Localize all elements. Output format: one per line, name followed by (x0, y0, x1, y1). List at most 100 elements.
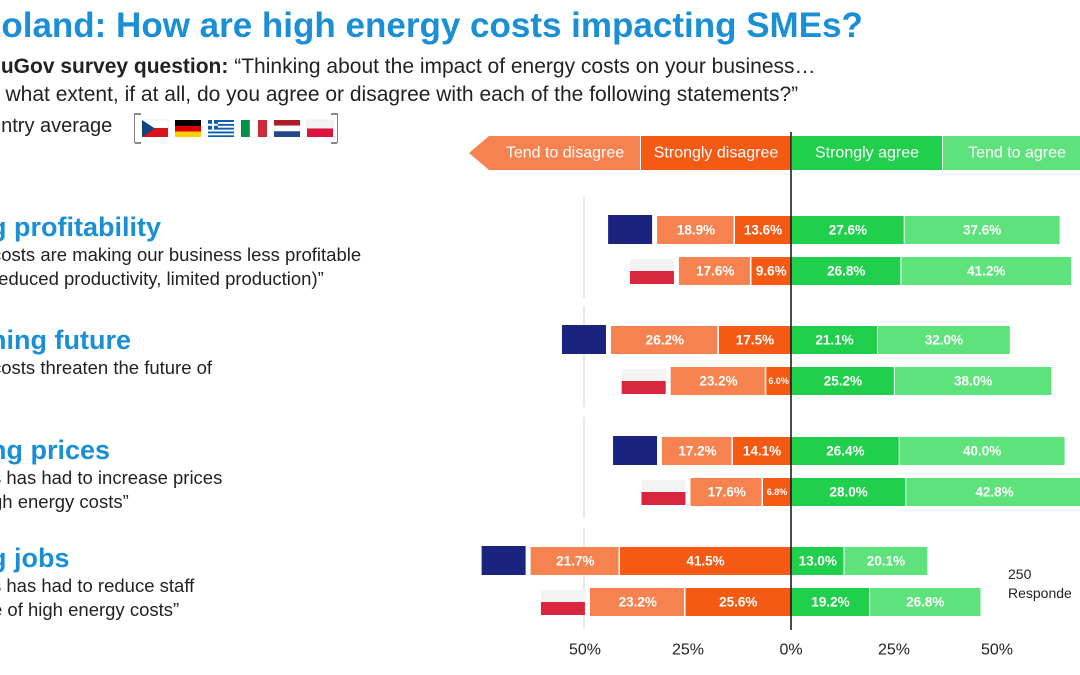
data-label-strongly-disagree: 25.6% (719, 595, 757, 610)
data-label-strongly-agree: 26.4% (826, 444, 864, 459)
bar-strongly-disagree (718, 326, 791, 354)
bar-tend-agree (894, 367, 1052, 395)
chart-title: Poland: How are high energy costs impact… (0, 6, 863, 45)
data-label-strongly-disagree: 13.6% (744, 223, 782, 238)
data-label-tend-agree: 32.0% (925, 333, 963, 348)
bar-tend-disagree (610, 326, 718, 354)
survey-question: ouGov survey question: “Thinking about t… (0, 53, 816, 109)
survey-question-line2: o what extent, if at all, do you agree o… (0, 83, 799, 106)
x-tick-label: 50% (569, 642, 601, 659)
bar-strongly-disagree (762, 478, 791, 506)
bar-strongly-disagree (620, 547, 791, 575)
legend-label-strongly-disagree: Strongly disagree (654, 145, 779, 162)
data-label-strongly-agree: 19.2% (811, 595, 849, 610)
bar-strongly-agree (791, 367, 894, 395)
netherlands-flag (273, 120, 301, 137)
bar-tend-agree (904, 216, 1060, 244)
data-label-tend-disagree: 21.7% (556, 554, 594, 569)
data-label-strongly-disagree: 17.5% (736, 333, 774, 348)
legend-arrow-icon (469, 136, 489, 170)
data-label-strongly-disagree: 41.5% (686, 554, 724, 569)
legend-label-tend-disagree: Tend to disagree (506, 145, 624, 162)
responders-note: 250 Responde (1008, 565, 1072, 603)
data-label-strongly-agree: 25.2% (824, 374, 862, 389)
bar-strongly-agree (791, 547, 844, 575)
bar-tend-disagree (657, 216, 734, 244)
bar-strongly-agree (791, 437, 899, 465)
bar-strongly-disagree (734, 216, 791, 244)
bar-tend-disagree (662, 437, 732, 465)
poland-flag-marker-red (629, 271, 674, 284)
section-title-future: ning future (0, 325, 131, 355)
poland-flag-marker-red (621, 381, 666, 394)
data-label-tend-disagree: 26.2% (646, 333, 684, 348)
section-quote-prices: s has had to increase prices gh energy c… (0, 466, 222, 514)
bar-strongly-disagree (685, 588, 791, 616)
x-tick-label: 25% (878, 642, 910, 659)
section-quote-line: costs threaten the future of (0, 357, 213, 378)
data-label-tend-agree: 41.2% (967, 264, 1005, 279)
legend-label-tend-agree: Tend to agree (968, 145, 1066, 162)
data-label-tend-disagree: 17.6% (696, 264, 734, 279)
poland-flag-marker-white (540, 590, 585, 602)
data-label-strongly-agree: 21.1% (815, 333, 853, 348)
section-quote-line: costs are making our business less profi… (0, 244, 362, 265)
italy-flag (241, 119, 267, 138)
x-tick-label: 0% (779, 642, 802, 659)
section-quote-line: s has had to reduce staff (0, 575, 195, 596)
data-label-tend-agree: 37.6% (963, 223, 1001, 238)
section-quote-future: costs threaten the future of ” (0, 356, 212, 404)
bar-tend-agree (877, 326, 1010, 354)
poland-flag-marker-red (540, 602, 585, 615)
country-average-marker (481, 546, 526, 575)
data-label-strongly-disagree: 6.8% (767, 487, 788, 497)
bar-tend-agree (870, 588, 981, 616)
section-quote-line: e of high energy costs” (0, 599, 180, 620)
legend-swatch-tend-agree (943, 136, 1080, 170)
greece-flag (208, 120, 234, 137)
data-label-tend-disagree: 23.2% (699, 374, 737, 389)
data-label-strongly-disagree: 9.6% (756, 264, 787, 279)
country-flags (141, 119, 334, 138)
data-label-strongly-disagree: 14.1% (743, 444, 781, 459)
bar-tend-disagree (678, 257, 750, 285)
section-quote-profitability: costs are making our business less profi… (0, 243, 361, 291)
data-label-tend-disagree: 17.6% (708, 485, 746, 500)
bar-strongly-disagree (732, 437, 791, 465)
data-label-strongly-disagree: 6.0% (768, 376, 789, 386)
bar-tend-agree (844, 547, 928, 575)
bar-strongly-disagree (766, 367, 791, 395)
data-label-strongly-agree: 13.0% (799, 554, 837, 569)
section-quote-jobs: s has had to reduce staff e of high ener… (0, 574, 194, 622)
bar-strongly-agree (791, 588, 870, 616)
legend-swatch-strongly-disagree (641, 136, 791, 170)
bar-tend-disagree (530, 547, 619, 575)
section-title-prices: ng prices (0, 435, 111, 465)
country-flags-bracket (134, 113, 338, 143)
section-title-jobs: g jobs (0, 543, 70, 573)
poland-flag-marker-red (641, 492, 686, 505)
legend-swatch-strongly-agree (792, 136, 942, 170)
data-label-tend-agree: 20.1% (867, 554, 905, 569)
country-average-marker (561, 325, 606, 354)
data-label-strongly-agree: 28.0% (830, 485, 868, 500)
bar-tend-agree (901, 257, 1072, 285)
germany-flag (175, 120, 201, 137)
country-average-marker (608, 215, 653, 244)
survey-question-lead: ouGov survey question: (0, 55, 229, 78)
data-label-tend-disagree: 18.9% (677, 223, 715, 238)
section-quote-line: gh energy costs” (0, 491, 129, 512)
section-quote-line: s has had to increase prices (0, 467, 223, 488)
responders-label: Responde (1008, 585, 1072, 601)
data-label-tend-agree: 42.8% (975, 485, 1013, 500)
czech-flag (141, 119, 169, 137)
section-title-profitability: g profitability (0, 212, 161, 242)
data-label-tend-disagree: 17.2% (678, 444, 716, 459)
bar-tend-disagree (690, 478, 762, 506)
bar-strongly-agree (791, 478, 906, 506)
poland-flag-marker-white (621, 369, 666, 381)
bar-strongly-agree (791, 257, 901, 285)
bar-strongly-agree (791, 216, 904, 244)
poland-flag-marker-white (629, 259, 674, 271)
